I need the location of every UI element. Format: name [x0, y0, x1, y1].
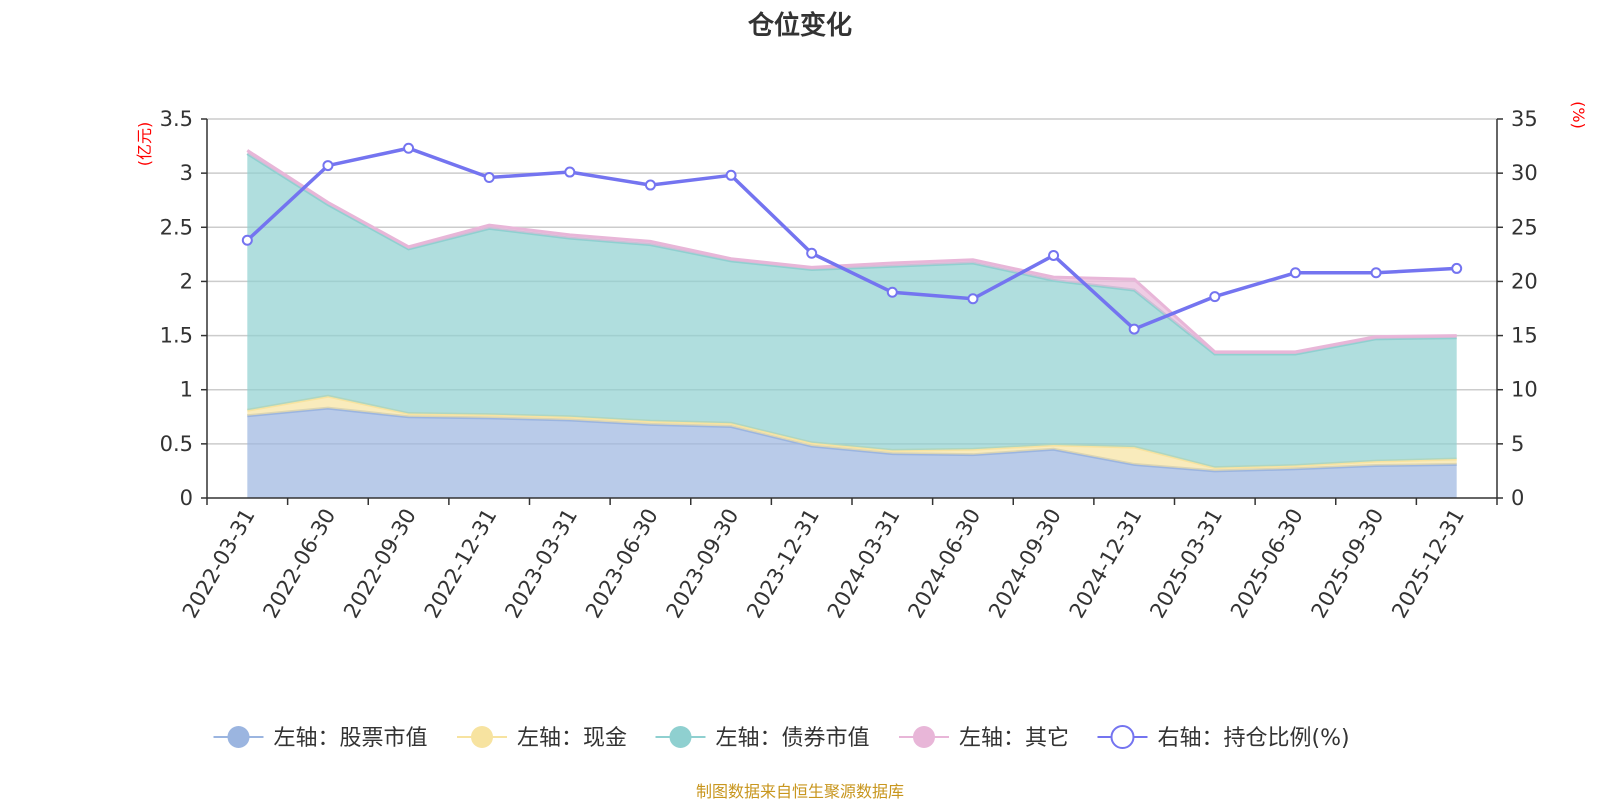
ratio-point [644, 179, 656, 191]
x-tick-label: 2024-12-31 [1065, 505, 1147, 623]
ratio-point [806, 247, 818, 259]
left-tick-label: 0 [180, 486, 193, 510]
area-edge-0 [247, 406, 1457, 473]
legend-marker-icon [471, 726, 493, 748]
left-tick-label: 3.5 [160, 107, 193, 131]
left-axis-unit: (亿元) [135, 122, 154, 167]
ratio-point [1451, 262, 1463, 274]
right-tick-label: 20 [1511, 269, 1538, 293]
left-tick-label: 2.5 [160, 215, 193, 239]
ratio-line-path [246, 146, 1457, 332]
legend-item-0[interactable]: 左轴：股票市值 [213, 726, 428, 751]
legend-marker-icon [227, 726, 250, 748]
ratio-line-series [241, 142, 1463, 335]
ratio-point [1128, 323, 1140, 335]
left-tick-label: 0.5 [160, 432, 193, 456]
ratio-point [564, 166, 576, 178]
left-tick-label: 1.5 [160, 324, 193, 348]
x-tick-label: 2025-03-31 [1145, 505, 1227, 623]
ratio-point [403, 142, 415, 154]
ratio-point [967, 293, 979, 305]
ratio-point [483, 171, 495, 183]
left-tick-label: 3 [180, 161, 193, 185]
legend-marker-icon [669, 726, 692, 748]
legend-label: 右轴：持仓比例(%) [1158, 726, 1350, 751]
legend-marker-icon [913, 726, 935, 748]
x-tick-label: 2025-06-30 [1226, 505, 1308, 623]
ratio-point [886, 286, 898, 298]
ratio-point [725, 169, 737, 181]
x-tick-label: 2023-12-31 [742, 505, 824, 623]
data-source-note: 制图数据来自恒生聚源数据库 [696, 782, 904, 800]
x-tick-label: 2023-09-30 [662, 505, 744, 623]
x-tick-label: 2024-09-30 [984, 505, 1066, 623]
x-tick-label: 2022-09-30 [339, 505, 421, 623]
area-edge-3 [246, 149, 1457, 354]
right-tick-label: 10 [1511, 378, 1538, 402]
ratio-point [241, 234, 253, 246]
right-tick-label: 15 [1511, 324, 1538, 348]
legend-label: 左轴：其它 [959, 726, 1069, 751]
right-tick-label: 5 [1511, 432, 1524, 456]
right-tick-label: 25 [1511, 215, 1538, 239]
stacked-areas [246, 149, 1457, 498]
x-tick-label: 2022-06-30 [258, 505, 340, 623]
legend-marker-icon [1110, 725, 1135, 749]
ratio-point [322, 160, 334, 172]
area-series-3 [247, 150, 1457, 354]
ratio-point [1048, 249, 1060, 261]
legend-item-4[interactable]: 右轴：持仓比例(%) [1097, 725, 1350, 751]
x-tick-label: 2023-03-31 [500, 505, 582, 623]
right-tick-label: 30 [1511, 161, 1538, 185]
legend-label: 左轴：债券市值 [716, 726, 870, 751]
x-tick-label: 2024-03-31 [823, 505, 905, 623]
x-tick-label: 2023-06-30 [581, 505, 663, 623]
right-axis-unit: (%) [1569, 101, 1588, 129]
legend-label: 左轴：股票市值 [274, 726, 428, 751]
legend-item-2[interactable]: 左轴：债券市值 [655, 726, 870, 751]
x-tick-label: 2025-12-31 [1387, 505, 1469, 623]
ratio-point [1209, 291, 1221, 303]
area-series-0 [247, 408, 1457, 498]
x-tick-label: 2024-06-30 [903, 505, 985, 623]
legend: 左轴：股票市值 左轴：现金 左轴：债券市值 左轴：其它 右轴：持仓比例(%) [213, 725, 1350, 751]
right-tick-label: 35 [1511, 107, 1538, 131]
x-tick-label: 2025-09-30 [1307, 505, 1389, 623]
legend-item-3[interactable]: 左轴：其它 [899, 726, 1069, 751]
area-series-2 [247, 153, 1457, 468]
x-tick-label: 2022-12-31 [420, 505, 502, 623]
legend-item-1[interactable]: 左轴：现金 [457, 726, 627, 751]
left-tick-label: 1 [180, 378, 193, 402]
ratio-point [1289, 267, 1301, 279]
x-tick-label: 2022-03-31 [178, 505, 260, 623]
chart-title: 仓位变化 [747, 10, 852, 41]
right-tick-label: 0 [1511, 486, 1524, 510]
left-tick-label: 2 [180, 269, 193, 293]
ratio-point [1370, 267, 1382, 279]
legend-label: 左轴：现金 [517, 726, 627, 751]
